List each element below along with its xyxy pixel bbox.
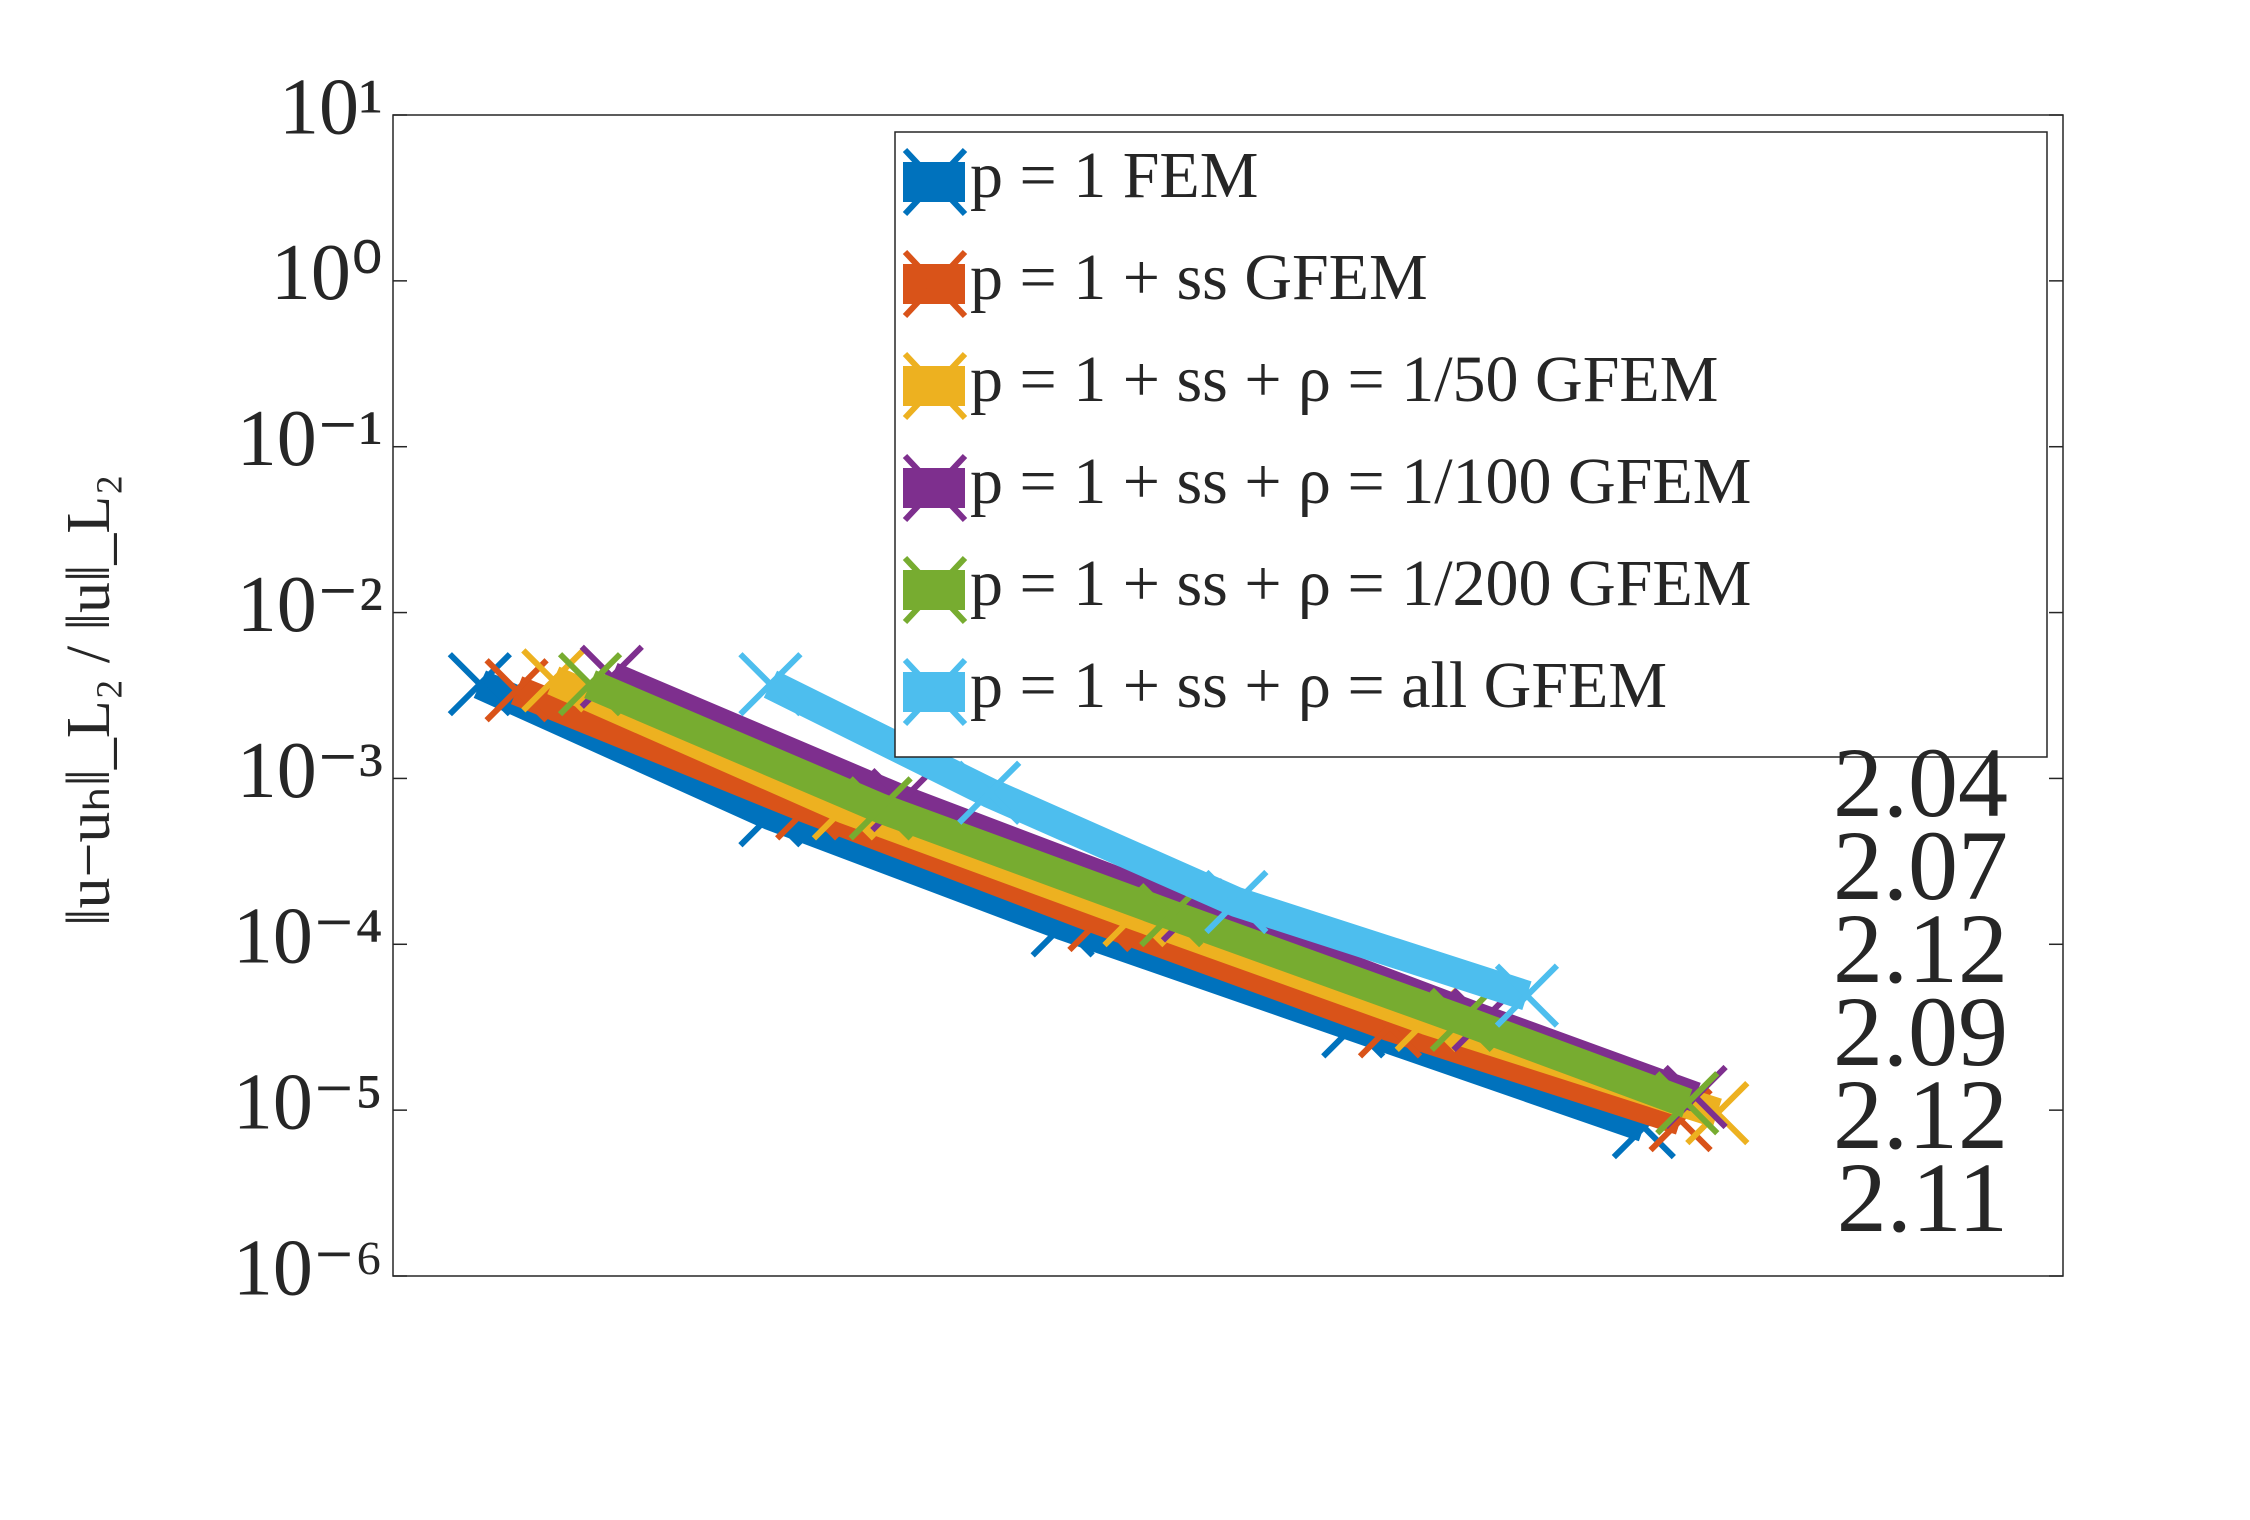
y-tick-label: 10⁻⁴ [233,893,383,981]
legend-label: p = 1 + ss + ρ = 1/200 GFEM [970,547,1751,620]
marker [1655,1071,1720,1136]
y-tick-label: 10⁰ [271,229,383,317]
legend-marker [902,147,968,217]
rate-label: 2.09 [1833,976,2008,1087]
legend-marker [902,657,968,727]
rate-label: 2.07 [1833,810,2008,921]
legend-box [894,131,2048,758]
legend-label: p = 1 + ss GFEM [970,241,1428,314]
marker [1494,963,1560,1028]
marker [484,658,549,723]
marker [1429,987,1494,1053]
y-tick-label: 10⁻¹ [237,395,383,483]
marker [848,776,913,841]
series-line [763,670,1532,1010]
legend-marker [902,555,968,625]
legend-label: p = 1 + ss + ρ = 1/100 GFEM [970,445,1751,518]
y-tick-label: 10⁻⁵ [233,1059,383,1147]
legend-marker [902,351,968,421]
rate-label: 2.04 [1833,727,2008,838]
legend-label: p = 1 + ss + ρ = all GFEM [970,649,1667,722]
marker [1204,869,1269,935]
rate-label: 2.12 [1833,893,2008,1004]
plot-frame [392,114,2064,1277]
y-axis-label: ‖u−uₕ‖_L₂ / ‖u‖_L₂ [55,474,123,926]
legend-label: p = 1 + ss + ρ = 1/50 GFEM [970,343,1718,416]
marker [738,652,803,717]
y-tick-label: 10¹ [279,63,383,151]
rate-label: 2.11 [1837,1142,2008,1253]
y-tick-label: 10⁻³ [237,727,383,815]
marker [957,760,1022,825]
y-tick-label: 10⁻⁶ [233,1224,383,1312]
legend-marker [902,453,968,523]
rate-label: 2.12 [1833,1059,2008,1170]
marker [557,652,623,717]
legend-marker [902,249,968,319]
legend-label: p = 1 FEM [970,139,1258,212]
y-tick-label: 10⁻² [237,561,383,649]
